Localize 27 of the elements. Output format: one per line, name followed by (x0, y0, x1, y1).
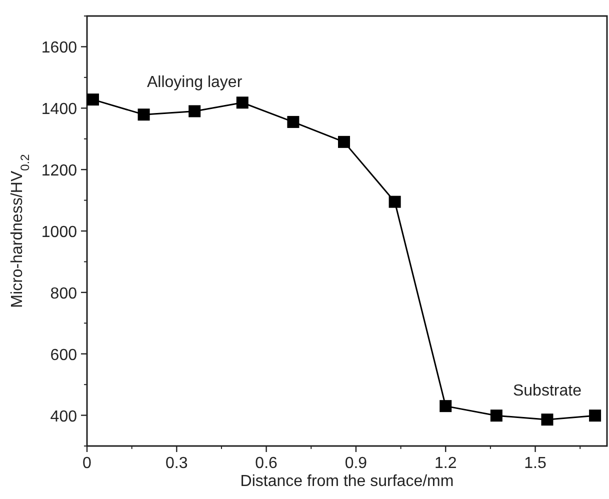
point (388, 196, 401, 208)
point (338, 136, 350, 148)
y-tick-label: 400 (50, 408, 78, 426)
point (440, 400, 452, 412)
x-tick-label: 1.5 (524, 455, 546, 472)
y-tick-label: 1600 (41, 40, 78, 57)
point (138, 108, 150, 121)
y-tick-label: 1400 (41, 101, 78, 118)
point (589, 410, 602, 422)
y-tick-label: 800 (50, 285, 78, 302)
x-tick-label: 0 (82, 455, 92, 472)
point (188, 105, 201, 118)
y-tick-label: 600 (50, 346, 78, 364)
x-tick-label: 1.2 (434, 455, 457, 472)
x-tick-label: 0.6 (255, 455, 278, 472)
point (541, 414, 554, 426)
y-tick-label: 1000 (41, 224, 78, 241)
point (86, 94, 99, 106)
annotation: Alloying layer (147, 74, 243, 92)
y-tick-label: 1200 (41, 162, 78, 180)
point (287, 116, 300, 128)
point (490, 410, 502, 422)
x-tick-label: 0.3 (166, 455, 188, 472)
annotation: Substrate (512, 382, 582, 400)
x-axis-title: Distance from the surface/mm (240, 473, 454, 490)
x-tick-label: 0.9 (344, 455, 368, 472)
point (236, 96, 248, 109)
